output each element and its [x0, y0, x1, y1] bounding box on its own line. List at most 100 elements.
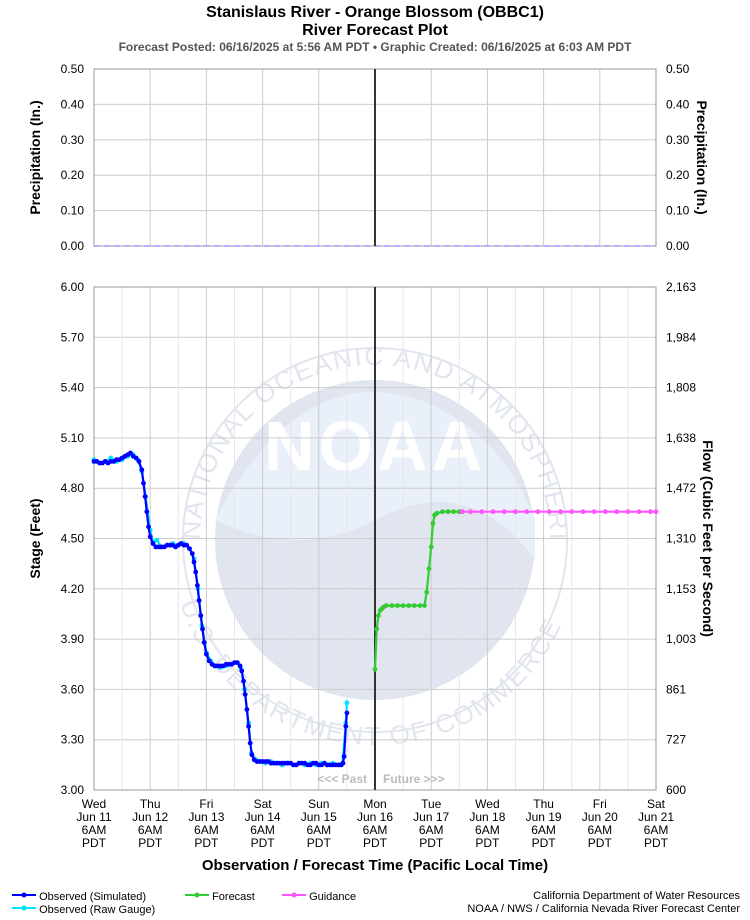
xtick-label: PDT [138, 836, 163, 850]
xtick-label: Wed [475, 797, 499, 811]
flow-ytick-right: 1,638 [666, 431, 696, 445]
precip-ytick-right: 0.50 [666, 62, 690, 76]
xtick-label: Fri [593, 797, 607, 811]
legend-swatch [12, 892, 36, 898]
data-point-guidance [636, 509, 642, 515]
legend-swatch [12, 905, 36, 911]
data-point-observed-simulated [144, 509, 150, 515]
data-point-guidance [468, 509, 473, 515]
data-point-observed-simulated [195, 583, 200, 588]
data-point-guidance [513, 509, 518, 515]
data-point-observed-simulated [249, 752, 255, 758]
credits: California Department of Water Resources… [467, 890, 740, 916]
xtick-label: Sun [308, 797, 329, 811]
xtick-label: 6AM [644, 823, 669, 837]
flow-ytick-right: 1,984 [666, 330, 696, 344]
future-label: Future >>> [383, 772, 445, 786]
xtick-label: Mon [363, 797, 386, 811]
data-point-observed-simulated [340, 760, 346, 766]
legend-label: Observed (Simulated) [39, 891, 147, 903]
data-point-forecast [440, 509, 445, 515]
data-point-observed-simulated [184, 542, 190, 548]
xtick-label: Jun 14 [245, 810, 281, 824]
data-point-observed-simulated [241, 678, 246, 684]
data-point-forecast [395, 603, 400, 608]
xtick-label: Sat [254, 797, 273, 811]
precip-ylabel-right: Precipitation (In.) [694, 100, 710, 214]
legend-label: Guidance [309, 891, 357, 903]
precip-ytick-right: 0.10 [666, 204, 690, 218]
data-point-forecast [411, 603, 417, 608]
xtick-label: PDT [588, 836, 613, 850]
xtick-label: 6AM [475, 823, 500, 837]
data-point-observed-simulated [133, 455, 139, 461]
precip-ylabel-left: Precipitation (In.) [27, 100, 43, 214]
legend-swatch [185, 892, 209, 898]
chart-title: Stanislaus River - Orange Blossom (OBBC1… [206, 4, 544, 21]
precip-ytick-left: 0.50 [61, 62, 85, 76]
data-point-observed-simulated [146, 524, 151, 530]
data-point-forecast [424, 589, 430, 595]
xtick-label: 6AM [587, 823, 612, 837]
xtick-label: 6AM [250, 823, 275, 837]
data-point-forecast [372, 666, 378, 672]
xtick-label: 6AM [138, 823, 163, 837]
data-point-forecast [389, 603, 395, 608]
stage-ytick-left: 6.00 [61, 280, 85, 294]
precip-ytick-right: 0.20 [666, 168, 690, 182]
flow-ytick-right: 2,163 [666, 280, 696, 294]
data-point-guidance [648, 509, 653, 515]
data-point-observed-raw-gauge [344, 700, 350, 706]
xtick-label: 6AM [531, 823, 556, 837]
data-point-guidance [479, 509, 485, 515]
watermark-logo-text: NOAA [264, 407, 486, 485]
precip-ytick-right: 0.40 [666, 97, 690, 111]
data-point-observed-simulated [141, 480, 146, 486]
stage-ytick-left: 4.20 [61, 582, 85, 596]
xtick-label: Jun 20 [582, 810, 618, 824]
data-point-observed-simulated [234, 660, 240, 665]
data-point-observed-simulated [246, 723, 252, 729]
data-point-guidance [569, 509, 575, 515]
data-point-observed-simulated [128, 450, 133, 456]
data-point-observed-simulated [239, 668, 245, 674]
stage-ytick-left: 3.90 [61, 632, 85, 646]
flow-ytick-right: 727 [666, 733, 686, 747]
legend-label: Observed (Raw Gauge) [39, 904, 156, 916]
data-point-forecast [406, 603, 412, 608]
xtick-label: Tue [421, 797, 442, 811]
data-point-guidance [558, 509, 563, 515]
stage-ytick-left: 4.80 [61, 481, 85, 495]
chart-subtitle-plot: River Forecast Plot [302, 22, 448, 39]
xtick-label: Wed [82, 797, 106, 811]
xtick-label: PDT [363, 836, 388, 850]
flow-ytick-right: 1,808 [666, 381, 696, 395]
precip-ytick-right: 0.00 [666, 239, 690, 253]
legend-item-guidance: Guidance [282, 890, 356, 903]
stage-ytick-left: 4.50 [61, 532, 85, 546]
data-point-observed-simulated [187, 546, 192, 551]
data-point-observed-simulated [147, 534, 153, 540]
data-point-observed-simulated [344, 710, 350, 716]
data-point-observed-simulated [200, 626, 205, 632]
data-point-forecast [428, 544, 434, 550]
data-point-observed-raw-gauge [154, 537, 160, 543]
xtick-label: PDT [194, 836, 219, 850]
xtick-label: 6AM [82, 823, 107, 837]
data-point-forecast [383, 603, 389, 608]
xtick-label: 6AM [306, 823, 331, 837]
data-point-forecast [374, 626, 380, 632]
xtick-label: Jun 21 [638, 810, 674, 824]
data-point-observed-simulated [343, 723, 349, 729]
legend-swatch [282, 892, 306, 898]
xtick-label: Thu [140, 797, 161, 811]
flow-ytick-right: 1,003 [666, 632, 696, 646]
flow-ytick-right: 861 [666, 682, 686, 696]
xtick-label: Jun 11 [76, 810, 111, 824]
data-point-observed-raw-gauge [108, 455, 114, 461]
data-point-guidance [625, 509, 631, 515]
data-point-guidance [501, 509, 507, 515]
xtick-label: Jun 17 [413, 810, 449, 824]
